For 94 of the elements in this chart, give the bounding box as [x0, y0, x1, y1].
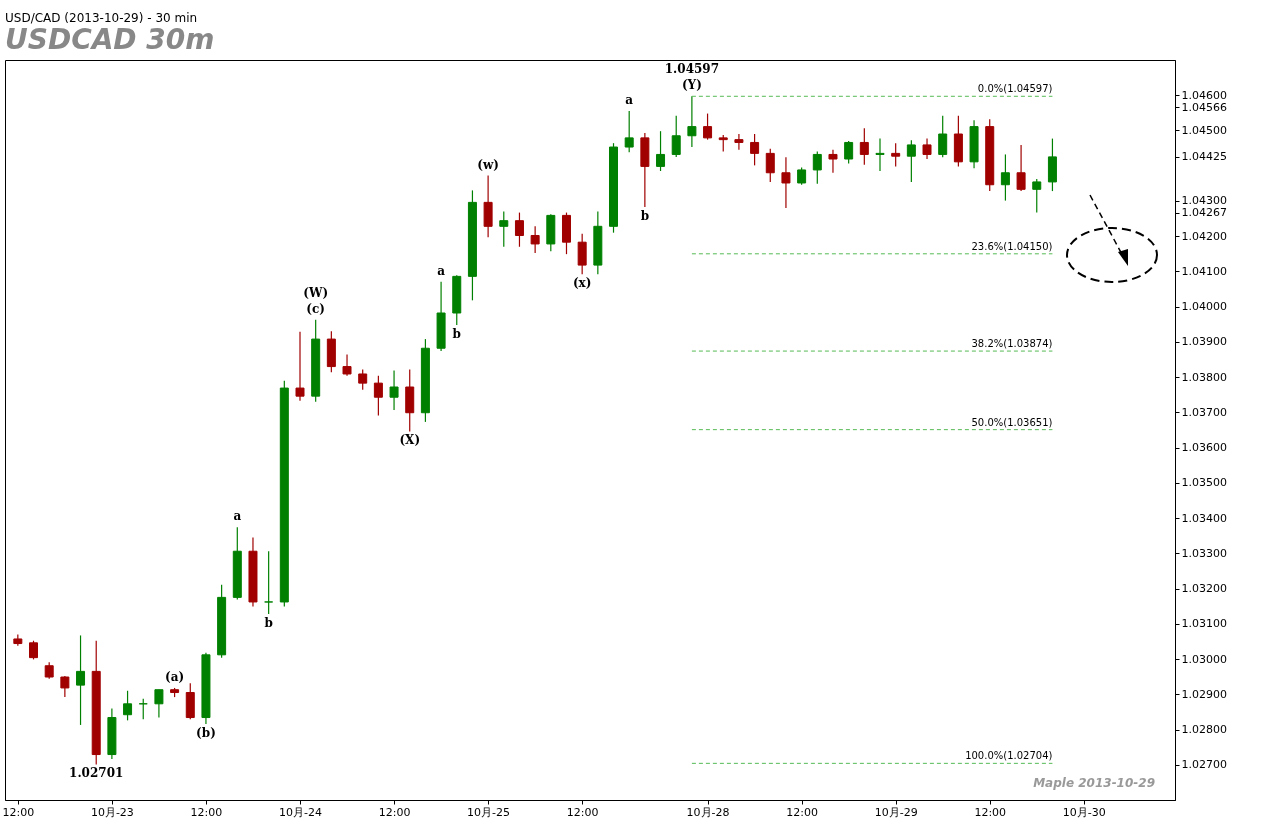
x-tick-label: 10月-30 [1062, 805, 1106, 819]
candlestick [687, 95, 697, 148]
annotation: (x) [572, 276, 592, 291]
annotation: (W) [303, 285, 329, 300]
y-tick-label: 1.04600 [1181, 88, 1227, 102]
annotation: (Y) [681, 78, 702, 93]
annotation: (a) [165, 669, 185, 684]
candlestick [624, 110, 634, 153]
candlestick [1032, 178, 1042, 214]
candlestick [781, 156, 791, 209]
annotation: a [625, 93, 634, 108]
x-tick-label: 12:00 [974, 805, 1007, 819]
x-tick-label: 10月-29 [874, 805, 918, 819]
annotation: 1.02701 [69, 766, 124, 781]
candlestick [1000, 153, 1010, 202]
y-tick-label: 1.02800 [1181, 723, 1227, 737]
x-tick-label: 10月-23 [90, 805, 134, 819]
candlestick [154, 689, 164, 719]
y-tick-label: 1.04425 [1181, 150, 1227, 164]
candlestick [891, 142, 901, 168]
annotation: b [264, 615, 273, 630]
ref-line-label: 50.0%(1.03651) [971, 416, 1053, 428]
candlestick [844, 140, 854, 165]
candlestick [750, 133, 760, 166]
x-tick-label: 12:00 [786, 805, 818, 819]
annotation: (c) [306, 301, 326, 316]
candlestick [373, 375, 383, 417]
candlestick [656, 130, 666, 172]
candlestick [514, 211, 524, 248]
y-tick-label: 1.03100 [1181, 617, 1227, 631]
annotation: b [640, 208, 650, 223]
annotation: a [233, 509, 242, 524]
x-tick-label: 10月-25 [467, 805, 511, 819]
annotation: (w) [477, 157, 499, 172]
candlestick [29, 640, 39, 660]
annotation: b [452, 326, 461, 341]
y-tick-label: 1.03400 [1181, 511, 1227, 525]
annotation: 1.04597 [664, 62, 720, 77]
y-tick-label: 1.04267 [1181, 206, 1227, 220]
y-tick-label: 1.04566 [1181, 100, 1227, 114]
candlestick [483, 174, 493, 238]
y-tick-label: 1.03300 [1181, 546, 1227, 560]
candlestick [295, 331, 305, 402]
y-tick-label: 1.04500 [1181, 123, 1227, 137]
candlestick [828, 149, 838, 174]
candlestick [577, 233, 587, 275]
y-tick-label: 1.03600 [1181, 441, 1227, 455]
y-tick-label: 1.02900 [1181, 687, 1227, 701]
x-tick-label: 12:00 [190, 805, 223, 819]
x-tick-label: 10月-28 [686, 805, 730, 819]
y-tick-label: 1.03900 [1181, 335, 1227, 349]
y-tick-label: 1.04200 [1181, 229, 1227, 243]
y-tick-label: 1.03200 [1181, 582, 1227, 596]
y-tick-label: 1.04000 [1181, 300, 1227, 314]
y-tick-label: 1.04300 [1181, 194, 1227, 208]
x-tick-label: 12:00 [378, 805, 411, 819]
candlestick [342, 353, 352, 377]
candlestick [1016, 144, 1026, 192]
y-tick-label: 1.03500 [1181, 476, 1227, 490]
y-tick-label: 1.04100 [1181, 264, 1227, 278]
ref-line-label: 100.0%(1.02704) [965, 750, 1053, 762]
chart-title: USD/CAD (2013-10-29) - 30 min [5, 11, 198, 25]
candlestick [358, 368, 368, 391]
x-tick-label: 12:00 [2, 805, 35, 819]
candlestick [812, 151, 822, 185]
x-tick-label: 12:00 [566, 805, 599, 819]
x-tick-label: 10月-24 [279, 805, 322, 819]
candlestick [906, 139, 916, 183]
candlestick [875, 137, 885, 172]
candlestick [671, 115, 681, 158]
candlestick [530, 225, 540, 254]
ref-line-label: 23.6%(1.04150) [971, 240, 1053, 252]
y-tick-label: 1.03800 [1181, 370, 1227, 384]
candlestick [938, 115, 948, 158]
ref-line-label: 0.0%(1.04597) [977, 83, 1053, 95]
candlestick [76, 634, 86, 726]
candlestick [264, 550, 274, 615]
candlestick [703, 112, 713, 141]
annotation: (b) [196, 725, 216, 740]
candlestick [859, 127, 869, 166]
chart-subtitle: USDCAD 30m [5, 23, 215, 56]
candlestick [765, 148, 775, 183]
y-tick-label: 1.03700 [1181, 405, 1227, 419]
annotation: (X) [399, 433, 421, 448]
candlestick [734, 133, 744, 151]
annotation: a [437, 263, 446, 278]
y-tick-label: 1.02700 [1181, 758, 1227, 772]
candlestick [499, 210, 509, 248]
ref-line-label: 38.2%(1.03874) [971, 338, 1053, 350]
y-tick-label: 1.03000 [1181, 652, 1227, 666]
candlestick [922, 137, 932, 160]
candlestick [123, 690, 133, 721]
candlestick [389, 369, 399, 411]
annotation: Maple 2013-10-29 [1033, 776, 1155, 790]
